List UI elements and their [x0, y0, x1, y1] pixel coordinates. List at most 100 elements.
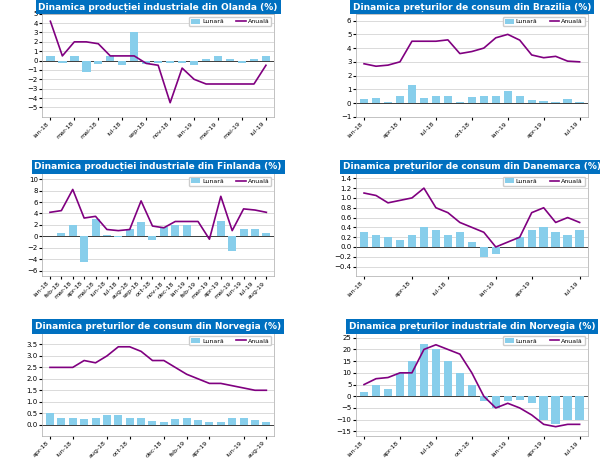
Bar [551, 396, 560, 425]
Bar [103, 235, 111, 236]
Bar [384, 389, 392, 396]
Bar [503, 396, 512, 401]
Bar [432, 230, 440, 247]
Bar [202, 59, 210, 61]
Bar [527, 230, 536, 247]
Bar [563, 396, 572, 420]
Bar [92, 418, 100, 425]
Bar [527, 396, 536, 403]
Bar [372, 235, 380, 247]
Bar [539, 396, 548, 420]
Bar [182, 225, 191, 236]
Bar [396, 373, 404, 396]
Bar [384, 237, 392, 247]
Bar [106, 56, 115, 61]
Bar [82, 61, 91, 72]
Bar [130, 33, 139, 61]
Bar [563, 235, 572, 247]
Bar [575, 396, 584, 420]
Bar [491, 96, 500, 103]
Bar [251, 230, 259, 236]
Bar [262, 422, 271, 425]
Bar [154, 61, 163, 63]
Bar [118, 61, 127, 65]
Bar [250, 59, 258, 61]
Bar [420, 98, 428, 103]
Bar [360, 232, 368, 247]
Bar [228, 236, 236, 251]
Bar [443, 96, 452, 103]
Bar [80, 419, 88, 425]
Bar [479, 96, 488, 103]
Title: Dinamica prețurilor de consum din Brazilia (%): Dinamica prețurilor de consum din Brazil… [353, 3, 591, 12]
Bar [539, 227, 548, 247]
Bar [491, 396, 500, 408]
Bar [239, 230, 248, 236]
Legend: Lunară, Anuală: Lunară, Anuală [189, 17, 271, 26]
Bar [467, 97, 476, 103]
Bar [420, 344, 428, 396]
Bar [92, 219, 100, 236]
Bar [384, 102, 392, 103]
Bar [515, 396, 524, 400]
Bar [160, 422, 168, 425]
Bar [372, 98, 380, 103]
Bar [226, 59, 234, 61]
Bar [455, 101, 464, 103]
Bar [178, 61, 187, 63]
Legend: Lunară, Anuală: Lunară, Anuală [503, 177, 585, 186]
Bar [228, 418, 236, 425]
Bar [205, 422, 214, 425]
Bar [115, 415, 122, 425]
Bar [137, 418, 145, 425]
Bar [575, 230, 584, 247]
Bar [408, 361, 416, 396]
Bar [443, 361, 452, 396]
Bar [539, 101, 548, 103]
Bar [58, 61, 67, 63]
Bar [396, 96, 404, 103]
Bar [396, 240, 404, 247]
Bar [575, 101, 584, 103]
Bar [70, 56, 79, 61]
Bar [94, 61, 103, 64]
Bar [115, 236, 122, 237]
Bar [372, 385, 380, 396]
Bar [503, 91, 512, 103]
Bar [217, 222, 225, 236]
Bar [46, 413, 54, 425]
Bar [479, 396, 488, 401]
Bar [190, 61, 198, 65]
Bar [214, 56, 222, 61]
Bar [479, 247, 488, 257]
Bar [126, 230, 134, 236]
Bar [420, 227, 428, 247]
Bar [432, 96, 440, 103]
Title: Dinamica producției industriale din Finlanda (%): Dinamica producției industriale din Finl… [34, 162, 282, 171]
Bar [455, 232, 464, 247]
Bar [515, 96, 524, 103]
Bar [103, 415, 111, 425]
Bar [251, 420, 259, 425]
Legend: Lunară, Anuală: Lunară, Anuală [503, 17, 585, 26]
Bar [527, 100, 536, 103]
Bar [408, 85, 416, 103]
Bar [80, 236, 88, 262]
Bar [551, 232, 560, 247]
Bar [160, 227, 168, 236]
Bar [239, 418, 248, 425]
Bar [194, 420, 202, 425]
Bar [551, 101, 560, 103]
Bar [58, 234, 65, 236]
Legend: Lunară, Anuală: Lunară, Anuală [503, 336, 585, 346]
Bar [137, 222, 145, 236]
Bar [467, 385, 476, 396]
Title: Dinamica prețurilor industriale din Norvegia (%): Dinamica prețurilor industriale din Norv… [349, 322, 595, 331]
Bar [455, 373, 464, 396]
Bar [126, 418, 134, 425]
Bar [408, 235, 416, 247]
Bar [563, 99, 572, 103]
Bar [148, 421, 157, 425]
Bar [171, 225, 179, 236]
Bar [432, 349, 440, 396]
